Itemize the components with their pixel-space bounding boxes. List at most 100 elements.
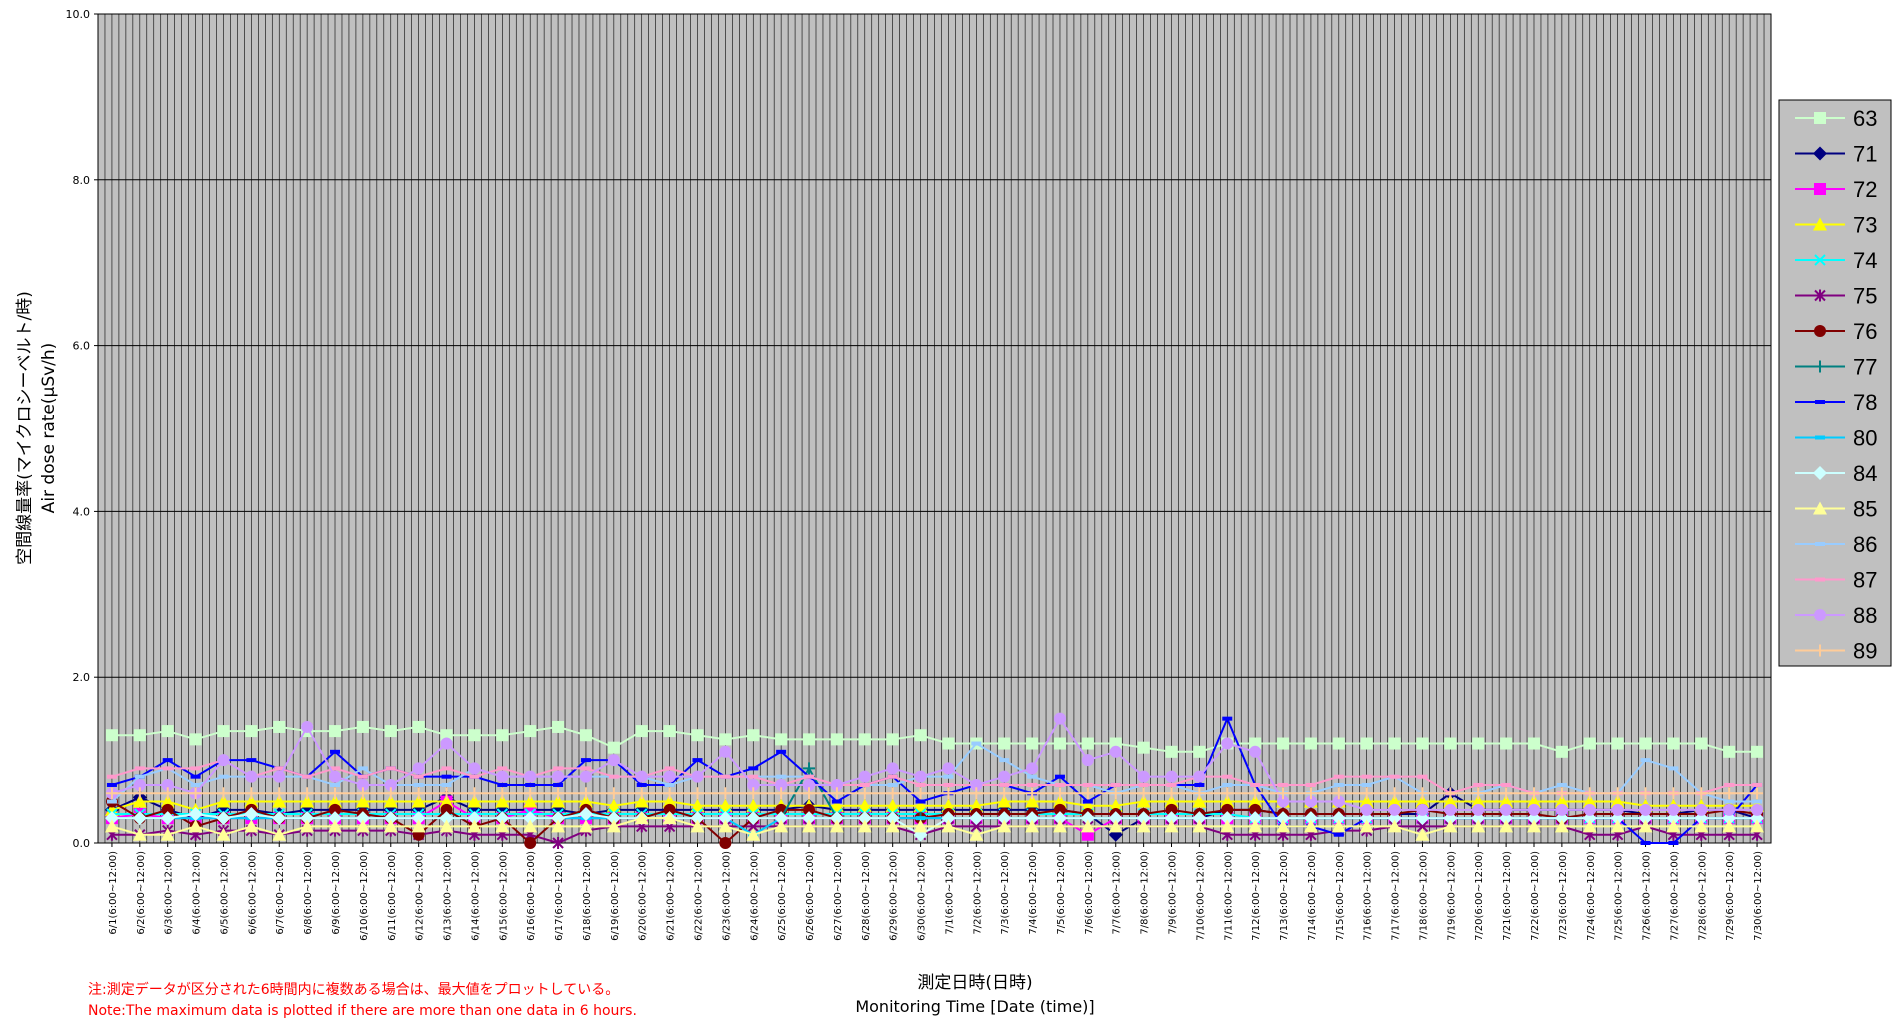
data-point-73: [523, 794, 538, 808]
data-point-85: [1582, 819, 1597, 833]
data-point-63: [1193, 745, 1206, 758]
data-point-63: [663, 725, 676, 738]
data-point-88: [301, 720, 314, 733]
data-point-84: [606, 811, 621, 826]
data-point-73: [634, 794, 649, 808]
data-point-78: [441, 774, 452, 779]
legend-marker: [1814, 360, 1826, 373]
legend-marker: [1814, 112, 1826, 124]
data-point-87: [302, 774, 313, 779]
data-point-78: [692, 758, 703, 763]
data-point-63: [133, 729, 146, 742]
data-point-73: [913, 798, 928, 812]
x-tick-label: 7/14(6:00~12:00): [1307, 851, 1318, 941]
data-point-73: [578, 794, 593, 808]
data-point-85: [188, 819, 203, 833]
data-point-85: [774, 819, 789, 833]
data-point-84: [885, 811, 900, 826]
data-point-88: [1304, 795, 1317, 808]
data-point-84: [188, 806, 203, 821]
data-point-85: [746, 827, 761, 841]
x-tick-label: 7/17(6:00~12:00): [1391, 851, 1402, 941]
data-point-63: [217, 725, 230, 738]
data-point-86: [218, 774, 229, 779]
data-point-84: [439, 811, 454, 826]
legend-item-80: 80: [1795, 426, 1877, 451]
data-point-88: [719, 745, 732, 758]
data-point-88: [691, 770, 704, 783]
x-tick-label: 6/22(6:00~12:00): [693, 851, 704, 941]
data-point-89: [1388, 787, 1401, 800]
data-point-63: [384, 725, 397, 738]
y-axis-title-en: Air dose rate(μSv/h): [39, 343, 59, 514]
data-point-63: [1277, 737, 1290, 750]
legend-item-85: 85: [1795, 497, 1877, 522]
data-point-73: [829, 798, 844, 812]
x-tick-label: 7/22(6:00~12:00): [1530, 851, 1541, 941]
data-point-84: [829, 811, 844, 826]
data-point-88: [886, 762, 899, 775]
data-point-84: [1331, 811, 1346, 826]
y-tick-label: 6.0: [73, 340, 91, 353]
legend-label: 86: [1853, 532, 1877, 557]
data-point-85: [578, 819, 593, 833]
data-point-78: [915, 799, 926, 804]
series-line-85: [111, 817, 1758, 836]
data-point-89: [1332, 787, 1345, 800]
x-axis-ticks: 6/1(6:00~12:00) 6/2(6:00~12:00) 6/3(6:00~1…: [108, 843, 1764, 941]
data-point-78: [525, 782, 536, 787]
data-point-88: [245, 770, 258, 783]
data-point-63: [998, 737, 1011, 750]
data-point-85: [1610, 819, 1625, 833]
data-point-88: [1081, 754, 1094, 767]
data-point-89: [1639, 787, 1652, 800]
data-point-85: [383, 819, 398, 833]
data-point-88: [356, 778, 369, 791]
data-point-78: [330, 749, 341, 754]
data-point-84: [997, 811, 1012, 826]
data-point-78: [831, 799, 842, 804]
legend-marker: [1814, 289, 1826, 302]
data-point-73: [941, 798, 956, 812]
data-point-87: [1222, 774, 1233, 779]
data-point-89: [552, 787, 565, 800]
data-point-89: [329, 787, 342, 800]
data-point-84: [495, 811, 510, 826]
data-point-89: [1081, 787, 1094, 800]
data-point-89: [1500, 787, 1513, 800]
data-point-87: [385, 766, 396, 771]
data-point-89: [245, 787, 258, 800]
data-point-73: [997, 794, 1012, 808]
data-point-88: [217, 754, 230, 767]
data-point-63: [1137, 741, 1150, 754]
data-point-84: [969, 811, 984, 826]
legend-label: 84: [1853, 461, 1877, 486]
x-tick-label: 7/19(6:00~12:00): [1446, 851, 1457, 941]
x-tick-label: 6/14(6:00~12:00): [470, 851, 481, 941]
data-point-63: [1109, 737, 1122, 750]
data-point-88: [803, 778, 816, 791]
legend-marker: [1814, 183, 1826, 195]
legend-marker: [1814, 609, 1826, 621]
x-tick-label: 6/13(6:00~12:00): [443, 851, 454, 941]
data-point-86: [441, 782, 452, 787]
data-point-84: [1164, 811, 1179, 826]
data-point-85: [1387, 819, 1402, 833]
data-point-86: [1668, 766, 1679, 771]
data-point-76: [329, 803, 342, 816]
data-point-85: [1303, 819, 1318, 833]
data-point-87: [943, 782, 954, 787]
data-point-85: [1136, 819, 1151, 833]
x-tick-label: 7/24(6:00~12:00): [1586, 851, 1597, 941]
data-point-88: [1332, 795, 1345, 808]
data-point-88: [1527, 803, 1540, 816]
data-point-85: [1192, 819, 1207, 833]
data-point-73: [328, 794, 343, 808]
data-point-73: [1387, 794, 1402, 808]
y-tick-label: 4.0: [73, 505, 91, 518]
data-point-85: [1164, 819, 1179, 833]
data-point-84: [802, 811, 817, 826]
data-point-78: [1082, 799, 1093, 804]
data-point-63: [1500, 737, 1513, 750]
data-point-63: [914, 729, 927, 742]
